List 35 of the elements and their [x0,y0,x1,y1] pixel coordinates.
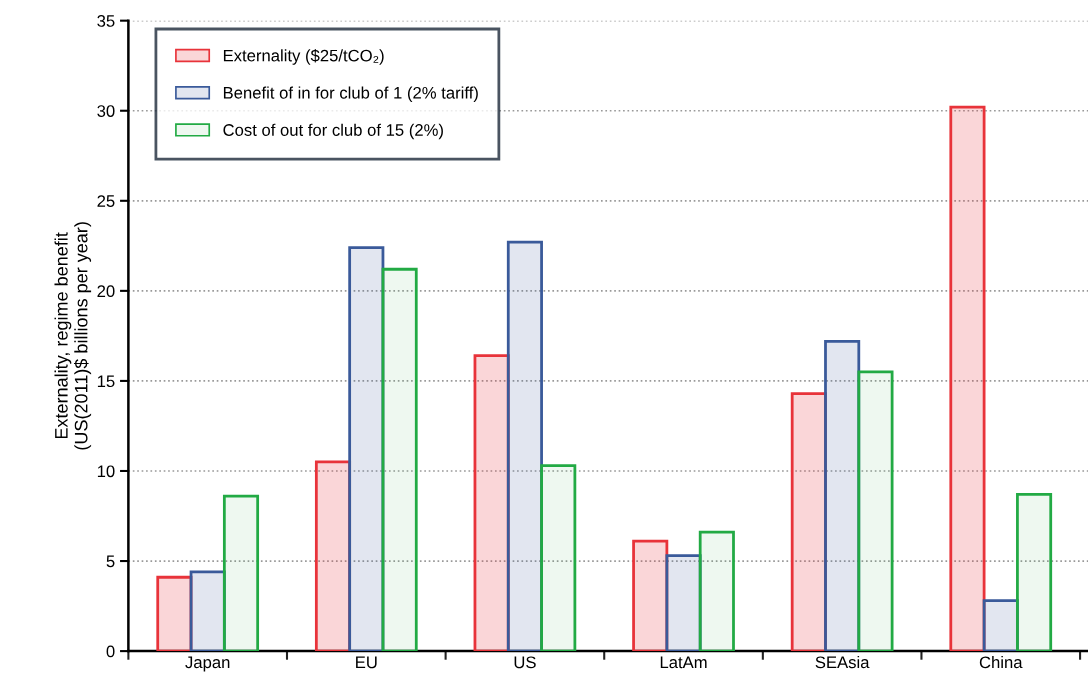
bar [632,539,669,652]
bar [949,105,986,652]
bar [348,246,385,652]
bar [540,464,577,652]
y-tick-label: 20 [97,285,115,298]
legend-label: Benefit of in for club of 1 (2% tariff) [223,86,478,102]
bar [189,570,226,652]
bar [1016,493,1053,652]
bar [156,575,193,652]
x-tick-label: China [979,655,1023,669]
y-tick-label: 5 [106,555,115,568]
y-axis-title: Externality, regime benefit (US(2011)$ billions per year) [54,222,92,450]
bar [665,554,702,652]
y-tick-label: 10 [97,465,115,478]
y-tick-label: 30 [97,105,115,117]
bar [857,370,894,652]
legend-label: Cost of out for club of 15 (2%) [223,123,443,140]
bar [982,599,1019,652]
y-tick-label: 0 [106,645,115,658]
bar [824,339,861,652]
x-tick-label: Japan [185,656,230,672]
bar [506,240,543,652]
y-tick-label: 35 [97,15,115,27]
bar [381,267,418,652]
bar [473,354,510,652]
y-tick-label: 15 [97,375,115,388]
bar [790,392,827,652]
y-tick-label: 25 [97,195,115,207]
x-tick-label: SEAsia [815,655,870,669]
bar [222,494,260,652]
bar [698,530,735,652]
legend-label: Externality ($25/tCO₂) [223,49,384,65]
x-tick-label: EU [356,656,377,669]
x-tick-label: LatAm [660,656,707,669]
x-tick-label: US [514,656,536,669]
